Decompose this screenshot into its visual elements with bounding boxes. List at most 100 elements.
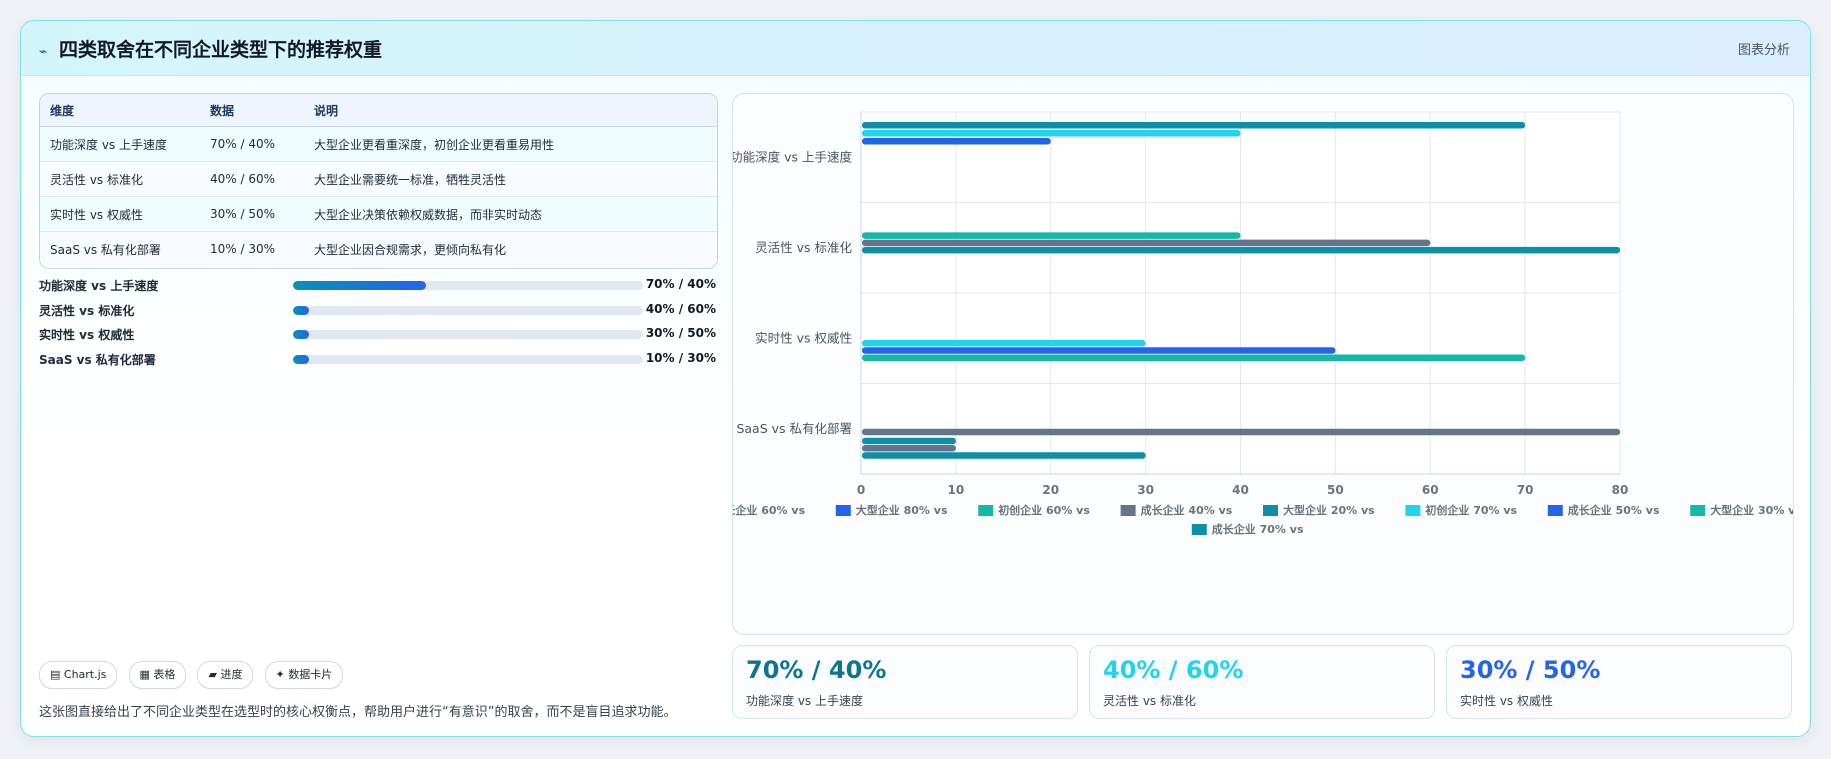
table-row: 灵活性 vs 标准化 40% / 60% 大型企业需要统一标准，牺牲灵活性 (40, 161, 717, 197)
progress-fill (293, 354, 309, 364)
bar (862, 246, 1620, 254)
chart-panel: 0 10 20 30 40 50 60 70 80 功能深度 vs 上手速度 灵活性 vs 标准化实… (732, 93, 1794, 635)
category-label: 实时性 vs 权威性 (755, 330, 852, 345)
legend-label: 成长企业 50% vs (1568, 503, 1660, 517)
x-tick-label: 20 (1042, 483, 1059, 497)
stat-card: 40% / 60% 灵活性 vs 标准化 (1089, 645, 1435, 719)
progress-track (293, 354, 643, 364)
table-cell: 大型企业更看重深度，初创企业更看重易用性 (304, 126, 717, 162)
progress-fill (293, 281, 426, 290)
table-row: SaaS vs 私有化部署 10% / 30% 大型企业因合规需求，更倾向私有化 (40, 231, 717, 266)
bar (862, 239, 1431, 247)
legend-label: 成长企业 70% vs (1212, 522, 1304, 536)
table-cell: 大型企业需要统一标准，牺牲灵活性 (304, 161, 717, 197)
column-header: 说明 (304, 94, 717, 127)
table-cell: 大型企业决策依赖权威数据，而非实时动态 (304, 196, 717, 232)
stat-value: 40% / 60% (1103, 656, 1244, 684)
table-cell: 大型企业因合规需求，更倾向私有化 (304, 231, 717, 266)
bar (862, 354, 1526, 362)
legend-label: 大型企业 20% vs (1283, 503, 1375, 517)
legend-swatch (835, 505, 851, 516)
bar (862, 437, 956, 445)
stat-label: 功能深度 vs 上手速度 (746, 694, 863, 708)
tag-chartjs[interactable]: ▤ Chart.js (39, 661, 118, 689)
progress-value: 70% / 40% (645, 277, 716, 291)
x-tick-label: 50 (1327, 483, 1344, 497)
progress-value: 40% / 60% (645, 301, 716, 316)
legend-swatch (1263, 505, 1278, 516)
progress-label: 实时性 vs 权威性 (39, 328, 135, 342)
card-header: ⌁ 四类取舍在不同企业类型下的推荐权重 图表分析 (21, 21, 1810, 76)
bar (862, 138, 1051, 145)
bar (862, 130, 1241, 137)
legend-label: 初创企业 60% vs (998, 503, 1090, 517)
chart-analysis-badge: 图表分析 (1737, 43, 1790, 58)
table-row: 功能深度 vs 上手速度 70% / 40% 大型企业更看重深度，初创企业更看重… (40, 126, 717, 162)
bar (862, 428, 1620, 436)
column-header: 维度 (40, 94, 200, 127)
stat-card: 70% / 40% 功能深度 vs 上手速度 (732, 645, 1078, 719)
progress-value: 30% / 50% (645, 326, 716, 340)
progress-label: 灵活性 vs 标准化 (39, 303, 135, 318)
legend-label: 大型企业 30% vs (1710, 503, 1793, 517)
x-tick-label: 60 (1422, 483, 1439, 497)
stat-label: 灵活性 vs 标准化 (1103, 694, 1196, 708)
legend-swatch (1120, 505, 1136, 516)
category-label: SaaS vs 私有化部署 (736, 421, 852, 436)
progress-row: 灵活性 vs 标准化 40% / 60% (39, 298, 716, 323)
progress-track (293, 305, 643, 315)
bar (862, 347, 1336, 354)
progress-value: 10% / 30% (645, 350, 716, 365)
x-tick-label: 10 (948, 483, 965, 497)
bar (862, 122, 1526, 129)
table-cell: SaaS vs 私有化部署 (40, 231, 200, 266)
trend-icon: ⌁ (39, 44, 48, 60)
data-table: 维度 数据 说明 功能深度 vs 上手速度 70% / 40% 大型企业更看重深… (39, 93, 718, 269)
table-header-row: 维度 数据 说明 (40, 94, 717, 127)
bar (862, 452, 1146, 459)
legend-swatch (1191, 524, 1207, 535)
stat-label: 实时性 vs 权威性 (1460, 694, 1553, 708)
bar (862, 445, 956, 452)
progress-label: SaaS vs 私有化部署 (39, 352, 156, 367)
progress-row: SaaS vs 私有化部署 10% / 30% (39, 347, 716, 372)
progress-label: 功能深度 vs 上手速度 (39, 279, 159, 293)
table-cell: 10% / 30% (200, 231, 304, 266)
stat-value: 70% / 40% (746, 656, 887, 684)
legend-swatch (1547, 505, 1563, 516)
legend-label: 成长企业 40% vs (1141, 503, 1233, 517)
category-label: 功能深度 vs 上手速度 (733, 149, 852, 164)
title-text: 四类取舍在不同企业类型下的推荐权重 (59, 39, 383, 61)
legend-label: 大型企业 80% vs (856, 503, 948, 517)
table-cell: 30% / 50% (200, 196, 304, 232)
table-cell: 灵活性 vs 标准化 (40, 161, 200, 197)
tag-list: ▤ Chart.js ▦ 表格 ▰ 进度 ✦ 数据卡片 (39, 661, 349, 689)
progress-row: 实时性 vs 权威性 30% / 50% (39, 322, 716, 347)
stat-value: 30% / 50% (1460, 656, 1601, 684)
bar (862, 232, 1241, 239)
summary-text: 这张图直接给出了不同企业类型在选型时的核心权衡点，帮助用户进行“有意识”的取舍，… (39, 705, 677, 720)
tag-data-card[interactable]: ✦ 数据卡片 (264, 661, 344, 689)
table-cell: 功能深度 vs 上手速度 (40, 126, 200, 162)
progress-row: 功能深度 vs 上手速度 70% / 40% (39, 273, 716, 298)
table-cell: 70% / 40% (200, 126, 304, 162)
progress-track (293, 281, 643, 290)
progress-fill (293, 330, 309, 339)
legend-swatch (978, 505, 994, 516)
x-tick-label: 0 (857, 483, 865, 497)
x-tick-label: 70 (1517, 483, 1534, 497)
legend-swatch (1405, 505, 1421, 516)
x-tick-label: 40 (1232, 483, 1249, 497)
tag-table[interactable]: ▦ 表格 (128, 661, 187, 689)
stat-card: 30% / 50% 实时性 vs 权威性 (1446, 645, 1792, 719)
tag-progress[interactable]: ▰ 进度 (197, 661, 254, 689)
legend-swatch (1690, 505, 1706, 516)
table-cell: 实时性 vs 权威性 (40, 196, 200, 232)
column-header: 数据 (200, 94, 304, 127)
chart-card: ⌁ 四类取舍在不同企业类型下的推荐权重 图表分析 维度 数据 说明 功能深度 vs… (20, 20, 1811, 737)
x-tick-label: 30 (1137, 483, 1154, 497)
table-cell: 40% / 60% (200, 161, 304, 197)
progress-fill (293, 305, 309, 315)
category-label: 灵活性 vs 标准化 (755, 240, 852, 255)
